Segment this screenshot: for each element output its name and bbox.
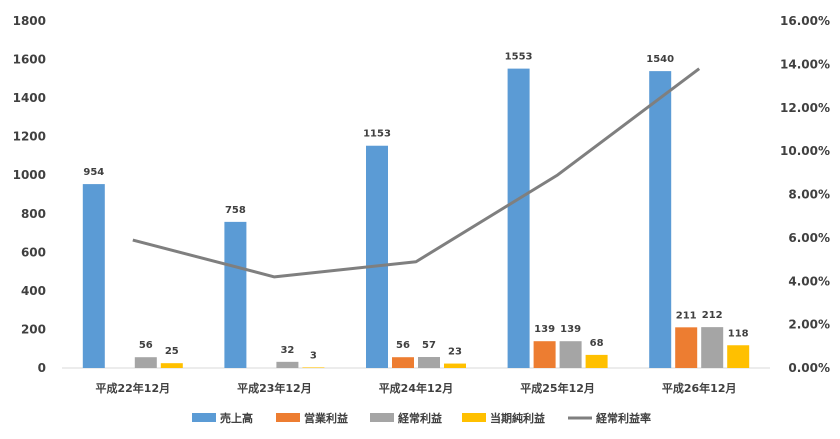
data-label: 139 <box>534 324 555 335</box>
bar <box>533 341 556 368</box>
legend-swatch <box>276 413 300 422</box>
data-label: 57 <box>422 340 436 351</box>
bar-series: 954 56 25 758 32 3 1153 56 57 23 1553 139 139 68 1540 2… <box>82 52 750 368</box>
line-series <box>132 67 701 279</box>
y-tick-label: 1000 <box>13 168 46 182</box>
bar <box>507 68 530 368</box>
data-label: 954 <box>83 167 104 178</box>
y2-tick-label: 16.00% <box>780 14 830 28</box>
data-label: 139 <box>560 324 581 335</box>
y-tick-label: 600 <box>21 245 46 259</box>
y2-tick-label: 14.00% <box>780 57 830 71</box>
line-path <box>132 67 701 279</box>
y-tick-label: 1200 <box>13 130 46 144</box>
legend-swatch <box>370 413 394 422</box>
legend: 売上高 営業利益 経常利益 当期純利益 経常利益率 <box>192 411 651 425</box>
data-label: 25 <box>165 346 179 357</box>
bar <box>302 367 325 368</box>
y2-tick-label: 12.00% <box>780 101 830 115</box>
data-label: 1540 <box>646 54 674 65</box>
legend-label: 売上高 <box>220 411 253 425</box>
right-y-axis: 0.00% 2.00% 4.00% 6.00% 8.00% 10.00% 12.00% 14.… <box>780 14 830 375</box>
y2-tick-label: 6.00% <box>788 231 830 245</box>
bar <box>649 71 672 368</box>
bar <box>675 327 698 368</box>
bar <box>82 184 105 368</box>
bar <box>418 357 440 368</box>
y-tick-label: 0 <box>38 361 46 375</box>
bar <box>134 357 157 368</box>
legend-swatch <box>462 413 486 422</box>
data-label: 32 <box>280 345 294 356</box>
y2-tick-label: 2.00% <box>788 318 830 332</box>
bar <box>276 361 299 368</box>
bar <box>701 327 724 368</box>
data-label: 56 <box>139 340 153 351</box>
data-label: 758 <box>225 205 246 216</box>
x-category-label: 平成26年12月 <box>662 381 737 395</box>
bar <box>444 363 466 368</box>
y2-tick-label: 8.00% <box>788 188 830 202</box>
data-label: 1553 <box>505 52 533 63</box>
data-label: 211 <box>676 310 697 321</box>
bar <box>559 341 582 368</box>
left-y-axis: 0 200 400 600 800 1000 1200 1400 1600 1800 <box>13 14 46 375</box>
x-category-label: 平成24年12月 <box>379 381 454 395</box>
legend-label: 経常利益率 <box>596 411 651 425</box>
legend-swatch <box>192 413 216 422</box>
y-tick-label: 200 <box>21 322 46 336</box>
bar <box>585 354 608 368</box>
bar <box>727 345 750 368</box>
y-tick-label: 800 <box>21 207 46 221</box>
y-tick-label: 1600 <box>13 53 46 67</box>
x-category-label: 平成25年12月 <box>520 381 595 395</box>
data-label: 1153 <box>363 129 391 140</box>
data-label: 68 <box>590 338 604 349</box>
y-tick-label: 1800 <box>13 14 46 28</box>
x-category-label: 平成22年12月 <box>95 381 170 395</box>
y2-tick-label: 4.00% <box>788 274 830 288</box>
y-tick-label: 400 <box>21 284 46 298</box>
bar <box>392 357 414 368</box>
x-category-label: 平成23年12月 <box>237 381 312 395</box>
legend-label: 当期純利益 <box>490 411 545 425</box>
bar <box>160 363 183 368</box>
data-label: 56 <box>396 340 410 351</box>
x-axis-categories: 平成22年12月 平成23年12月 平成24年12月 平成25年12月 平成26年12月 <box>95 381 736 395</box>
data-label: 212 <box>702 310 723 321</box>
y2-tick-label: 10.00% <box>780 144 830 158</box>
legend-label: 営業利益 <box>304 411 348 425</box>
bar <box>224 221 247 368</box>
data-label: 3 <box>310 350 317 361</box>
data-label: 23 <box>448 347 462 358</box>
legend-label: 経常利益 <box>398 411 442 425</box>
y-tick-label: 1400 <box>13 91 46 105</box>
y2-tick-label: 0.00% <box>788 361 830 375</box>
bar <box>366 145 388 368</box>
data-label: 118 <box>728 328 749 339</box>
